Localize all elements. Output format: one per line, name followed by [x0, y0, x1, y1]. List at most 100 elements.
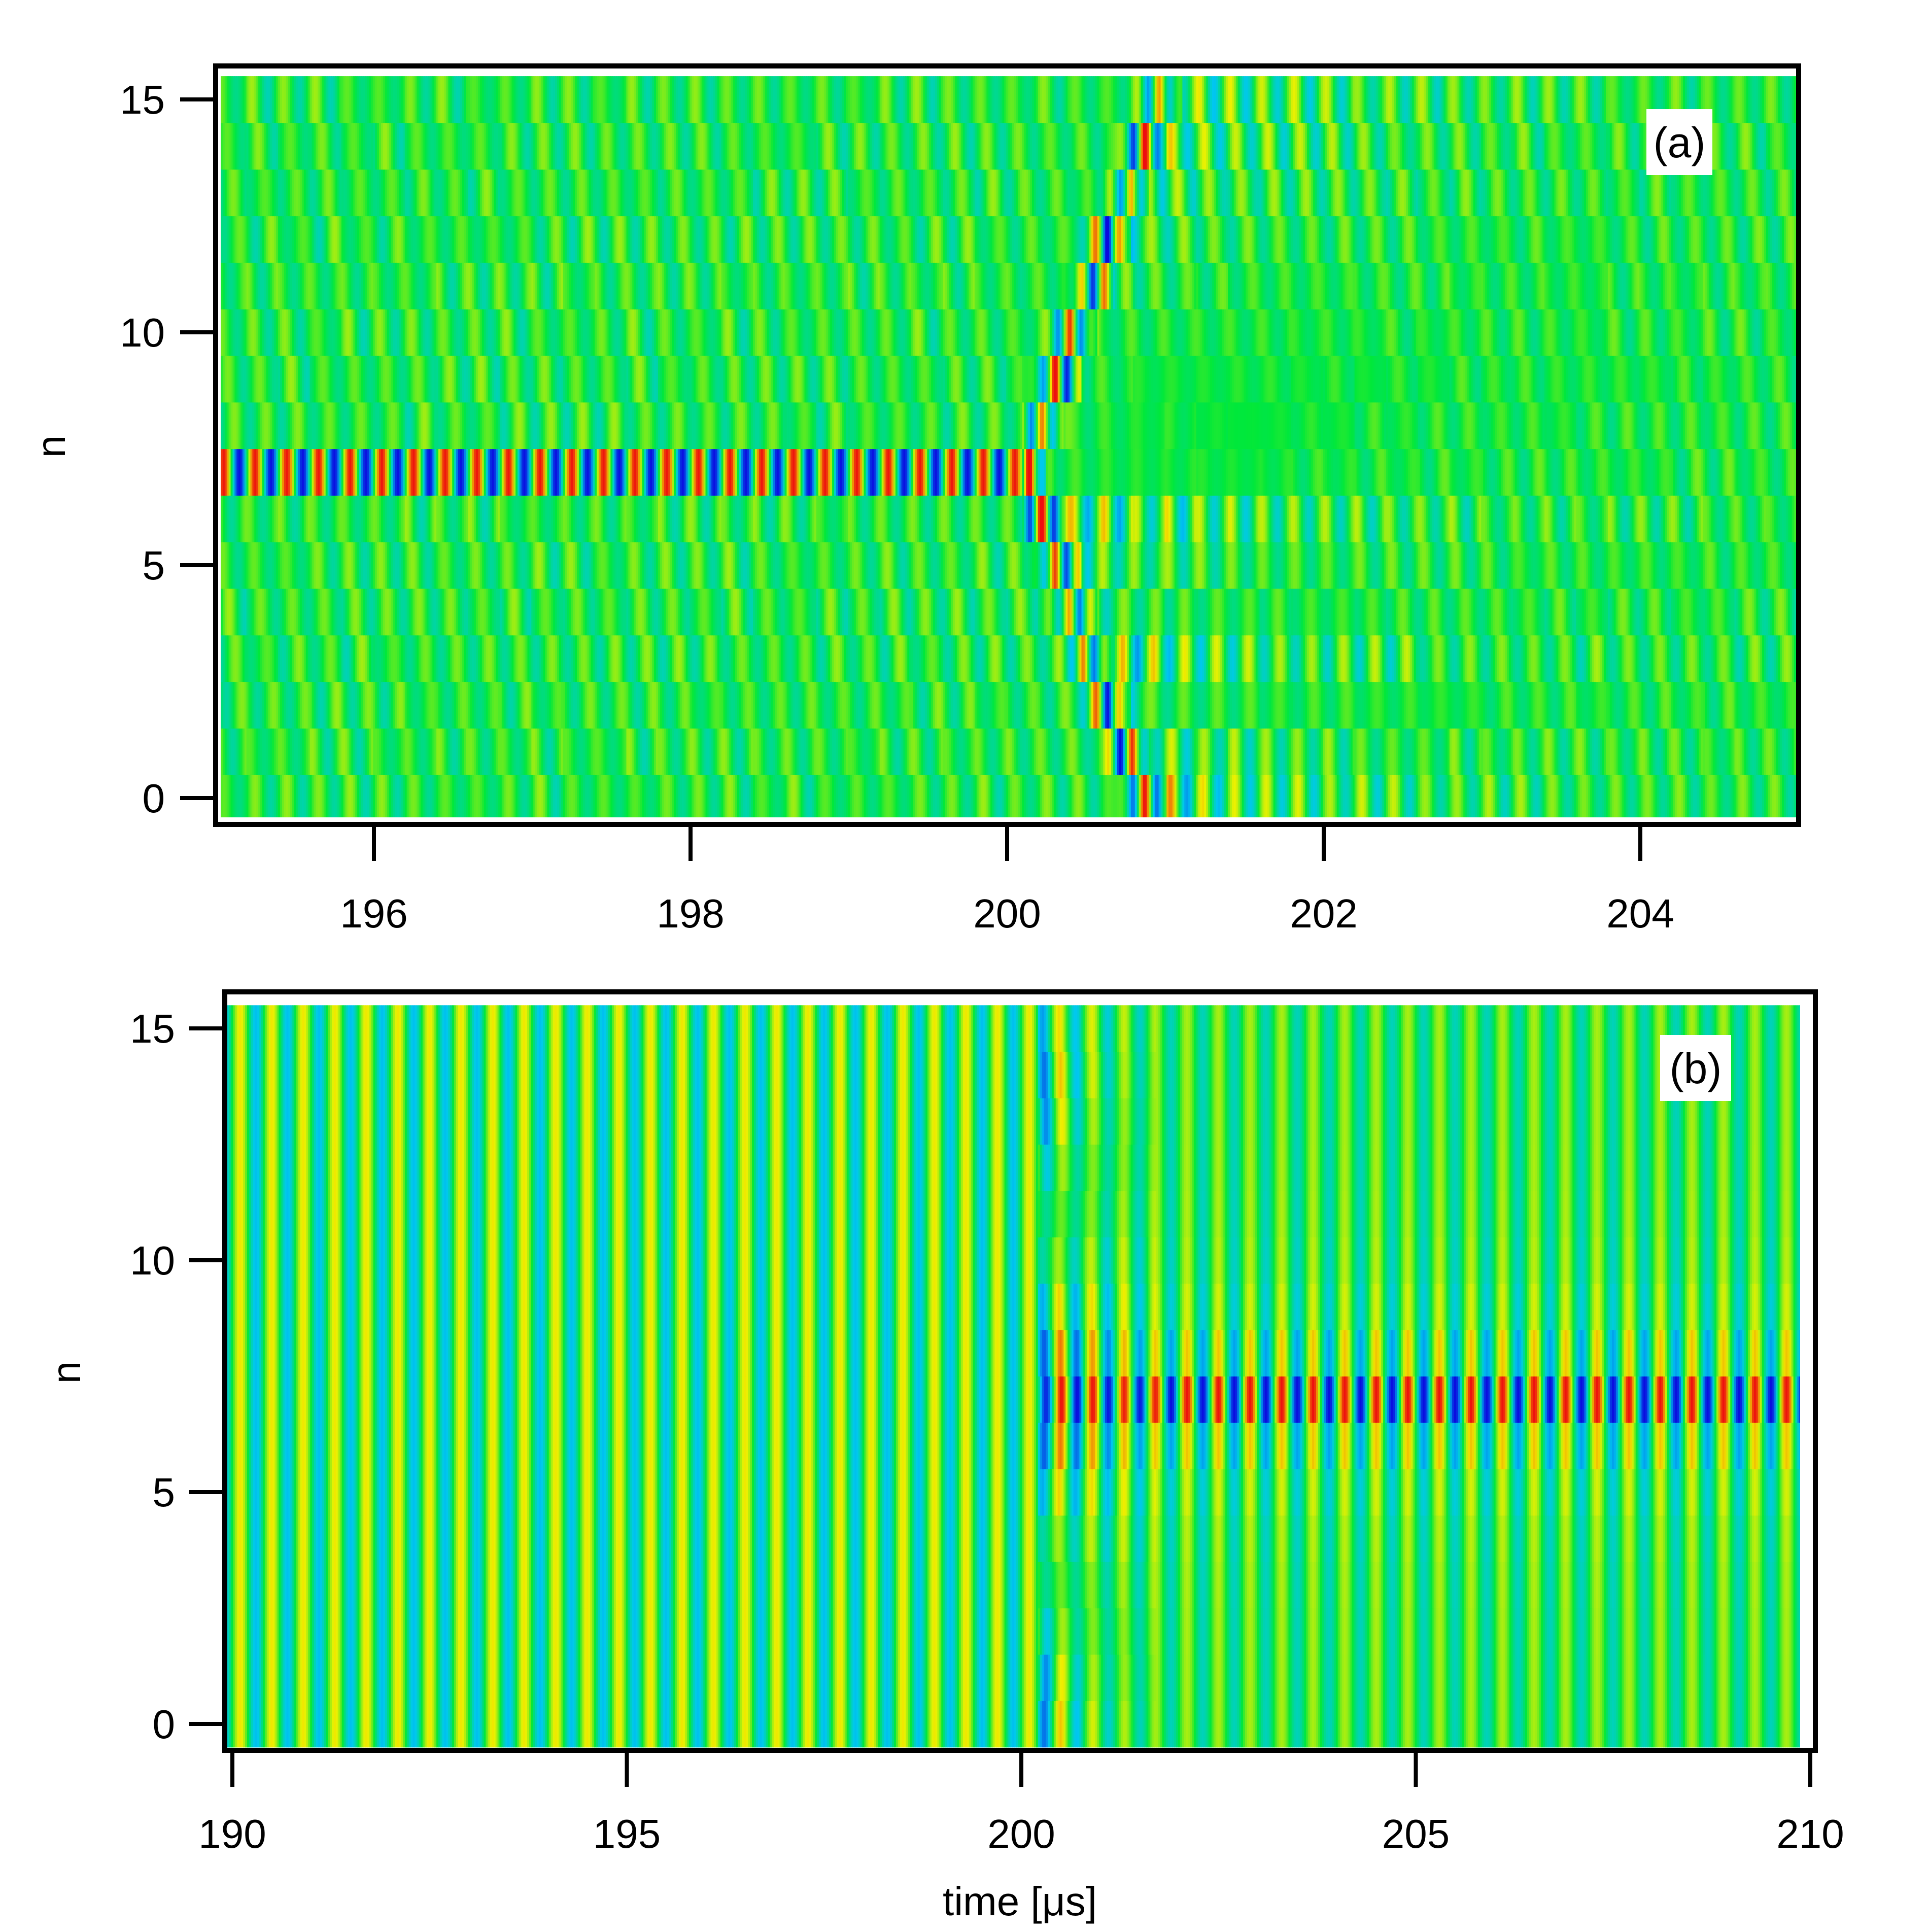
- heatmap-cell: [234, 681, 237, 729]
- heatmap-cell: [640, 635, 643, 682]
- heatmap-cell: [343, 775, 346, 817]
- heatmap-cell: [1176, 588, 1179, 636]
- heatmap-cell: [1637, 635, 1640, 682]
- heatmap-cell: [1552, 681, 1555, 729]
- heatmap-cell: [1390, 775, 1393, 817]
- heatmap-cell: [314, 775, 316, 817]
- heatmap-cell: [248, 542, 251, 589]
- heatmap-cell: [1416, 542, 1419, 589]
- heatmap-cell: [569, 728, 571, 775]
- heatmap-cell: [1701, 542, 1703, 589]
- heatmap-cell: [640, 775, 643, 817]
- heatmap-cell: [725, 775, 728, 817]
- heatmap-cell: [395, 775, 397, 817]
- heatmap-cell: [857, 542, 860, 589]
- heatmap-cell: [1121, 681, 1123, 729]
- heatmap-cell: [1697, 635, 1699, 682]
- heatmap-cell: [701, 775, 704, 817]
- heatmap-cell: [1441, 681, 1444, 729]
- heatmap-cell: [1663, 728, 1666, 775]
- heatmap-cell: [1271, 588, 1274, 636]
- heatmap-cell: [1285, 775, 1288, 817]
- heatmap-cell: [365, 635, 368, 682]
- heatmap-cell: [1028, 635, 1030, 682]
- heatmap-cell: [582, 635, 586, 682]
- heatmap-cell: [1607, 775, 1610, 817]
- heatmap-cell: [490, 588, 492, 636]
- heatmap-cell: [1570, 728, 1573, 775]
- heatmap-cell: [515, 728, 518, 775]
- heatmap-cell: [816, 542, 819, 589]
- heatmap-cell: [1576, 681, 1578, 729]
- heatmap-cell: [986, 728, 989, 775]
- heatmap-cell: [307, 775, 311, 817]
- heatmap-cell: [498, 635, 500, 682]
- heatmap-cell: [331, 542, 334, 589]
- heatmap-cell: [692, 588, 694, 636]
- heatmap-cell: [1372, 635, 1375, 682]
- heatmap-cell: [1061, 635, 1064, 682]
- heatmap-cell: [1242, 542, 1244, 589]
- heatmap-cell: [1176, 775, 1179, 817]
- heatmap-cell: [381, 588, 384, 636]
- heatmap-cell: [1113, 542, 1116, 589]
- heatmap-cell: [973, 728, 975, 775]
- heatmap-cell: [723, 542, 726, 589]
- heatmap-cell: [767, 775, 769, 817]
- heatmap-cell: [646, 681, 648, 729]
- heatmap-cell: [264, 542, 267, 589]
- heatmap-cell: [345, 588, 348, 636]
- heatmap-cell: [1505, 775, 1507, 817]
- heatmap-cell: [1192, 775, 1195, 817]
- heatmap-cell: [1647, 635, 1650, 682]
- heatmap-cell: [1457, 775, 1460, 817]
- heatmap-cell: [529, 775, 532, 817]
- heatmap-cell: [412, 495, 415, 542]
- heatmap-cell: [1540, 542, 1543, 589]
- heatmap-cell: [1255, 588, 1258, 636]
- heatmap-cell: [1313, 775, 1316, 817]
- heatmap-cell: [1127, 635, 1129, 682]
- heatmap-cell: [1134, 635, 1138, 682]
- heatmap-cell: [962, 681, 965, 729]
- heatmap-cell: [1725, 588, 1727, 636]
- heatmap-cell: [844, 681, 846, 729]
- heatmap-cell: [1439, 542, 1442, 589]
- heatmap-cell: [1202, 542, 1204, 589]
- heatmap-cell: [518, 775, 520, 817]
- heatmap-cell: [1283, 681, 1286, 729]
- heatmap-cell: [1649, 542, 1652, 589]
- heatmap-cell: [818, 775, 821, 817]
- heatmap-cell: [1170, 681, 1173, 729]
- heatmap-cell: [531, 728, 534, 775]
- heatmap-cell: [996, 635, 999, 682]
- heatmap-cell: [1378, 542, 1381, 589]
- heatmap-cell: [383, 681, 386, 729]
- heatmap-cell: [1364, 635, 1367, 682]
- heatmap-cell: [1441, 728, 1444, 775]
- heatmap-cell: [677, 635, 680, 682]
- heatmap-cell: [479, 728, 483, 775]
- heatmap-cell: [1002, 775, 1005, 817]
- heatmap-cell: [519, 588, 522, 636]
- heatmap-cell: [1200, 635, 1202, 682]
- heatmap-cell: [1042, 775, 1044, 817]
- heatmap-cell: [1710, 542, 1713, 589]
- heatmap-cell: [270, 588, 272, 636]
- heatmap-cell: [1426, 635, 1428, 682]
- heatmap-cell: [234, 728, 237, 775]
- heatmap-cell: [1127, 681, 1129, 729]
- heatmap-cell: [569, 542, 571, 589]
- heatmap-cell: [1495, 542, 1498, 589]
- heatmap-cell: [765, 635, 767, 682]
- heatmap-cell: [1332, 775, 1335, 817]
- heatmap-cell: [885, 775, 888, 817]
- heatmap-cell: [1141, 681, 1143, 729]
- heatmap-cell: [1042, 542, 1044, 589]
- heatmap-cell: [1695, 588, 1697, 636]
- heatmap-cell: [713, 681, 716, 729]
- heatmap-cell: [1089, 542, 1092, 589]
- heatmap-cell: [1046, 588, 1048, 636]
- heatmap-cell: [775, 588, 777, 636]
- heatmap-cell: [1613, 681, 1616, 729]
